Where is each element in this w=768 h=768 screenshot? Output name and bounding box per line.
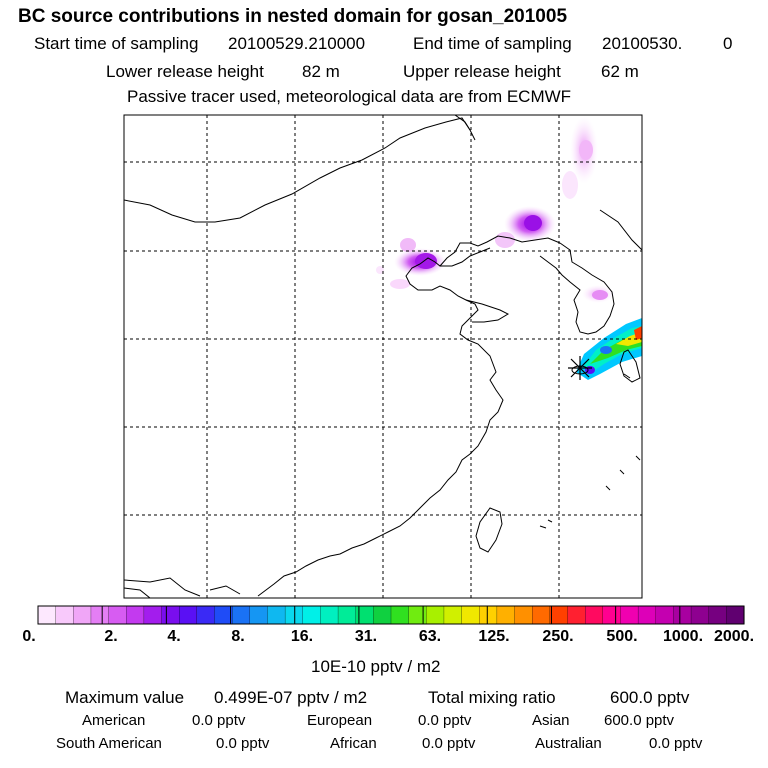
european-label: European bbox=[307, 712, 373, 729]
upper-release-label: Upper release height bbox=[403, 62, 561, 81]
asian-label: Asian bbox=[532, 712, 570, 729]
colorbar-tick: 2. bbox=[104, 628, 118, 645]
colorbar-tick: 125. bbox=[478, 628, 510, 645]
colorbar-tick: 1000. bbox=[662, 628, 704, 645]
max-value-label: Maximum value bbox=[65, 688, 185, 707]
total-mixing-value: 600.0 pptv bbox=[610, 688, 690, 707]
end-time-label: End time of sampling bbox=[413, 34, 572, 53]
asian-value: 600.0 pptv bbox=[604, 712, 675, 729]
lower-release-label: Lower release height bbox=[106, 62, 264, 81]
plume-korea bbox=[582, 285, 614, 303]
plume-northeast bbox=[562, 116, 598, 199]
map-title: BC source contributions in nested domain… bbox=[18, 6, 568, 27]
colorbar-tick: 63. bbox=[418, 628, 442, 645]
end-time-value: 20100530. bbox=[602, 34, 683, 53]
south-american-value: 0.0 pptv bbox=[216, 735, 270, 752]
colorbar-tick: 31. bbox=[354, 628, 378, 645]
american-value: 0.0 pptv bbox=[192, 712, 246, 729]
colorbar-tick: 4. bbox=[167, 628, 181, 645]
coastlines bbox=[124, 115, 642, 598]
australian-label: Australian bbox=[535, 735, 602, 752]
receptor-star-icon bbox=[568, 356, 592, 380]
source-contribution-map bbox=[123, 114, 643, 599]
start-time-value: 20100529.210000 bbox=[228, 34, 366, 53]
plume-gosan-high bbox=[576, 318, 642, 380]
upper-release-value: 62 m bbox=[601, 62, 639, 81]
plume-manchuria bbox=[495, 206, 556, 248]
colorbar-unit: 10E-10 pptv / m2 bbox=[311, 657, 441, 676]
lower-release-value: 82 m bbox=[302, 62, 340, 81]
map-frame bbox=[123, 114, 643, 599]
end-time-suffix: 0 bbox=[723, 34, 733, 53]
colorbar-tick: 8. bbox=[231, 628, 245, 645]
south-american-label: South American bbox=[56, 735, 162, 752]
plume-bohai bbox=[376, 238, 446, 289]
total-mixing-label: Total mixing ratio bbox=[428, 688, 556, 707]
australian-value: 0.0 pptv bbox=[649, 735, 703, 752]
start-time-label: Start time of sampling bbox=[34, 34, 199, 53]
european-value: 0.0 pptv bbox=[418, 712, 472, 729]
max-value: 0.499E-07 pptv / m2 bbox=[214, 688, 368, 707]
african-value: 0.0 pptv bbox=[422, 735, 476, 752]
tracer-note: Passive tracer used, meteorological data… bbox=[127, 87, 572, 106]
colorbar-tick: 16. bbox=[290, 628, 314, 645]
american-label: American bbox=[82, 712, 146, 729]
african-label: African bbox=[330, 735, 377, 752]
colorbar-tick: 500. bbox=[606, 628, 638, 645]
colorbar-tick: 250. bbox=[542, 628, 574, 645]
colorbar-tick: 0. bbox=[22, 628, 36, 645]
graticule bbox=[124, 115, 642, 598]
colorbar-tick: 2000. bbox=[713, 628, 755, 645]
